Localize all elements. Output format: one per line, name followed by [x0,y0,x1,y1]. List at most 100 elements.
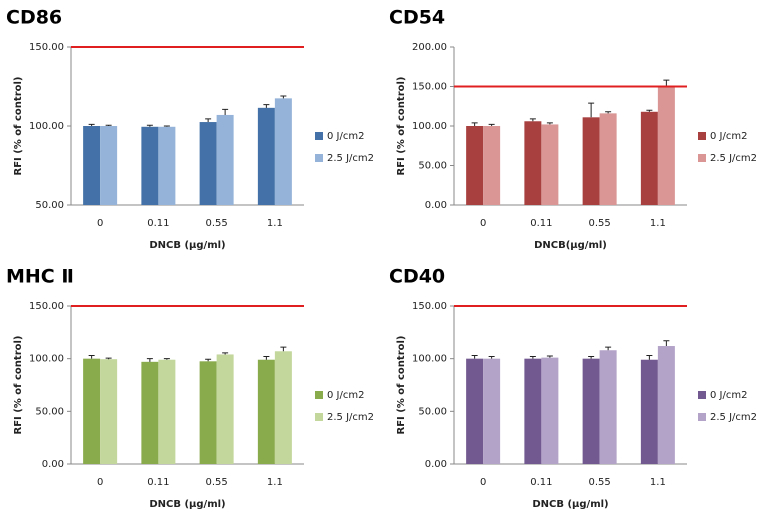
x-tick-label: 0.11 [147,477,169,488]
chart-title: CD40 [389,266,445,288]
x-tick-label: 1.1 [650,218,666,229]
x-tick-label: 0.11 [147,218,169,229]
error-bar [546,122,553,125]
bar [100,359,118,464]
y-tick-label: 100.00 [29,354,64,365]
y-tick-label: 50.00 [418,406,447,417]
y-axis-title: RFI (% of control) [396,335,407,434]
bar [657,86,675,205]
legend-label: 2.5 J/cm2 [710,153,757,164]
y-tick-label: 150.00 [412,301,447,312]
error-bar [529,118,536,122]
bar [541,357,559,464]
x-tick-label: 0.55 [588,477,610,488]
bar [83,358,101,464]
x-tick-label: 0 [480,218,486,229]
bar [483,126,501,205]
x-axis-title: DNCB (μg/ml) [149,499,225,510]
error-bar [471,355,478,359]
legend-swatch [315,391,323,399]
bar [274,351,292,464]
error-bar [280,95,287,99]
bar [257,107,275,205]
error-bar [205,358,212,362]
y-axis-title: RFI (% of control) [13,335,24,434]
bar [83,126,101,205]
y-tick-label: 50.00 [35,200,64,211]
x-axis-title: DNCB (μg/ml) [532,499,608,510]
legend-label: 2.5 J/cm2 [327,153,374,164]
error-bar [263,356,270,360]
legend-swatch [315,132,323,140]
x-tick-label: 0.55 [205,477,227,488]
bar [599,350,617,464]
legend-label: 0 J/cm2 [327,390,364,401]
legend-label: 2.5 J/cm2 [710,412,757,423]
y-tick-label: 150.00 [29,301,64,312]
error-bar [105,124,112,126]
error-bar [663,340,670,347]
y-axis-title: RFI (% of control) [396,76,407,175]
error-bar [222,352,229,355]
x-tick-label: 1.1 [267,477,283,488]
error-bar [280,346,287,352]
y-tick-label: 150.00 [29,42,64,53]
y-tick-label: 100.00 [29,121,64,132]
x-tick-label: 0.55 [588,218,610,229]
y-tick-label: 100.00 [412,121,447,132]
error-bar [663,79,670,87]
error-bar [88,355,95,359]
legend-label: 0 J/cm2 [710,131,747,142]
x-tick-label: 0.11 [530,218,552,229]
error-bar [146,124,153,127]
bar [466,126,484,205]
bar [640,111,658,205]
error-bar [546,355,553,358]
error-bar [646,109,653,112]
bar [657,346,675,464]
x-tick-label: 1.1 [267,218,283,229]
legend-label: 0 J/cm2 [327,131,364,142]
error-bar [488,123,495,126]
error-bar [163,125,170,127]
legend-swatch [698,154,706,162]
error-bar [222,108,229,115]
chart-panel: CD86 RFI (% of control) DNCB (μg/ml) 50.00 1… [6,7,374,252]
bar [216,114,234,205]
bar [141,361,159,464]
legend-swatch [698,132,706,140]
x-tick-label: 0.11 [530,477,552,488]
legend-swatch [698,413,706,421]
bar [582,358,600,464]
bar [199,361,217,464]
error-bar [205,118,212,123]
bar [541,124,559,205]
y-axis-title: RFI (% of control) [13,76,24,175]
error-bar [588,356,595,359]
chart-panel: MHC Ⅱ RFI (% of control) DNCB (μg/ml) 0.00 5… [6,266,374,511]
y-tick-label: 0.00 [425,459,447,470]
x-tick-label: 0 [97,218,103,229]
error-bar [605,111,612,114]
error-bar [529,356,536,359]
bar [216,354,234,464]
x-tick-label: 0 [480,477,486,488]
chart-panel: CD40 RFI (% of control) DNCB (μg/ml) 0.00 50… [389,266,757,511]
error-bar [263,104,270,108]
error-bar [105,357,112,360]
bar [483,358,501,464]
chart-panel: CD54 RFI (% of control) DNCB(μg/ml) 0.00 50.… [389,7,757,252]
legend-swatch [315,154,323,162]
legend-swatch [698,391,706,399]
bar [100,126,118,205]
error-bar [146,358,153,362]
bar [257,359,275,464]
y-tick-label: 200.00 [412,42,447,53]
legend-label: 2.5 J/cm2 [327,412,374,423]
bar [199,122,217,205]
x-tick-label: 1.1 [650,477,666,488]
bar [158,359,176,464]
y-tick-label: 150.00 [412,82,447,93]
x-axis-title: DNCB (μg/ml) [149,240,225,251]
error-bar [88,123,95,126]
